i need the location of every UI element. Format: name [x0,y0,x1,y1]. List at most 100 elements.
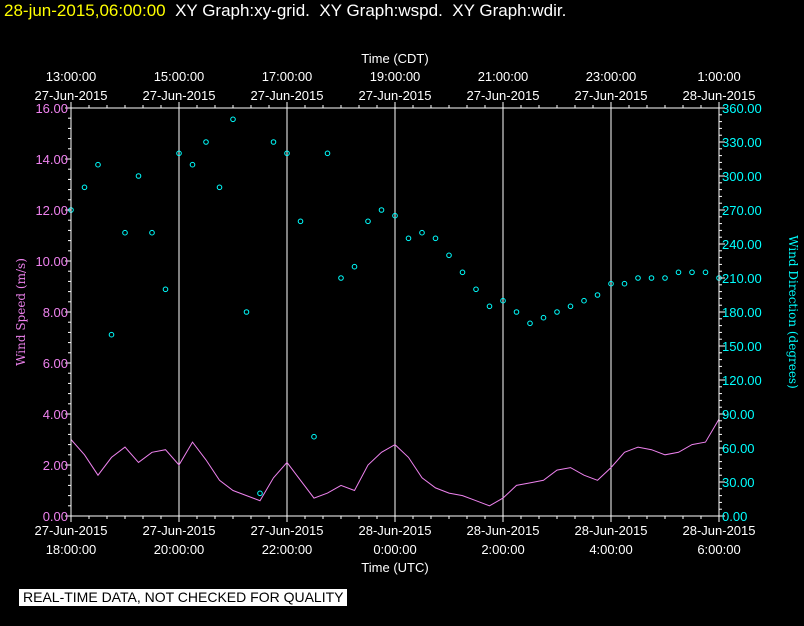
wind-direction-point [216,184,223,191]
right-tick-label: 270.00 [722,203,762,218]
left-tick-label: 2.00 [43,458,68,473]
left-tick-label: 14.00 [35,152,68,167]
wind-direction-point [297,218,304,225]
top-tick-date: 27-Jun-2015 [575,88,648,103]
wind-direction-point [365,218,371,225]
right-tick-label: 30.00 [722,475,755,490]
wind-direction-point [135,173,142,179]
wind-direction-point [189,161,196,168]
top-tick-date: 28-Jun-2015 [683,88,756,103]
bottom-tick-time: 2:00:00 [481,542,524,557]
bottom-tick-time: 20:00:00 [154,542,205,557]
wind-direction-point [581,297,587,304]
left-tick-label: 16.00 [35,101,68,116]
right-tick-label: 330.00 [722,135,762,150]
left-axis-title: Wind Speed (m/s) [14,258,28,366]
wind-direction-point [473,286,479,293]
top-tick-date: 27-Jun-2015 [35,88,108,103]
wind-direction-point [540,314,547,321]
top-tick-time: 15:00:00 [154,69,205,84]
bottom-tick-date: 27-Jun-2015 [35,523,108,538]
wind-direction-point [702,269,709,276]
top-tick-date: 27-Jun-2015 [143,88,216,103]
wind-direction-point [351,263,358,270]
wind-direction-point [203,139,209,145]
wind-direction-point [230,116,236,123]
top-tick-date: 27-Jun-2015 [251,88,324,103]
bottom-tick-date: 28-Jun-2015 [359,523,432,538]
header-datetime: 28-jun-2015,06:00:00 [4,1,166,20]
wind-direction-point [108,331,115,338]
bottom-tick-time: 6:00:00 [697,542,740,557]
left-tick-label: 4.00 [43,407,68,422]
wind-direction-point [149,229,155,236]
left-tick-label: 12.00 [35,203,68,218]
chart-header: 28-jun-2015,06:00:00 XY Graph:xy-grid. X… [4,1,566,21]
top-axis-title: Time (CDT) [361,51,428,66]
wind-direction-point [176,150,182,157]
wind-direction-point [432,235,439,242]
right-tick-label: 300.00 [722,169,762,184]
axis-layer: 13:00:00 27-Jun-2015 27-Jun-2015 18:00:00 15… [14,51,800,575]
bottom-tick-date: 27-Jun-2015 [251,523,324,538]
wind-direction-point [621,280,628,287]
bottom-tick-date: 28-Jun-2015 [683,523,756,538]
wind-direction-point [608,280,614,287]
wind-speed-line [70,418,720,507]
top-tick-date: 27-Jun-2015 [467,88,540,103]
bottom-tick-time: 0:00:00 [373,542,416,557]
wind-direction-point [567,303,574,310]
top-tick-time: 13:00:00 [46,69,97,84]
right-tick-label: 180.00 [722,305,762,320]
left-tick-label: 0.00 [43,509,68,524]
right-tick-label: 150.00 [722,339,762,354]
wind-direction-point [635,275,641,281]
bottom-tick-date: 28-Jun-2015 [467,523,540,538]
top-tick-time: 23:00:00 [586,69,637,84]
wind-direction-point [284,150,290,157]
header-graph-wspd: XY Graph:wspd. [319,1,443,20]
wind-direction-point [324,150,331,157]
wind-direction-point [675,269,682,276]
wind-direction-point [554,309,560,315]
wind-direction-point [270,139,277,145]
right-tick-label: 360.00 [722,101,762,116]
wind-direction-point [689,269,695,276]
wind-direction-point [122,229,128,236]
quality-notice: REAL-TIME DATA, NOT CHECKED FOR QUALITY [19,589,348,606]
top-tick-time: 1:00:00 [697,69,740,84]
left-tick-label: 8.00 [43,305,68,320]
wind-direction-point [459,269,466,276]
header-graph-wdir: XY Graph:wdir. [452,1,567,20]
left-tick-label: 10.00 [35,254,68,269]
wind-direction-point [419,229,425,236]
wind-direction-point [257,490,263,497]
bottom-tick-date: 28-Jun-2015 [575,523,648,538]
right-tick-label: 120.00 [722,373,762,388]
right-tick-label: 60.00 [722,441,755,456]
top-tick-time: 19:00:00 [370,69,421,84]
wind-direction-layer [68,116,722,497]
wind-direction-point [392,212,398,219]
wind-direction-point [405,235,412,242]
wind-direction-point [243,309,250,315]
wind-direction-point [594,292,601,298]
top-tick-date: 27-Jun-2015 [359,88,432,103]
wind-direction-point [378,207,385,213]
wind-direction-point [500,297,506,304]
right-tick-label: 0.00 [722,509,747,524]
right-tick-label: 210.00 [722,271,762,286]
right-axis-title: Wind Direction (degrees) [786,235,800,389]
wind-direction-point [662,275,668,281]
bottom-tick-date: 27-Jun-2015 [143,523,216,538]
wind-speed-layer [70,418,720,507]
bottom-axis-title: Time (UTC) [361,560,428,575]
top-tick-time: 17:00:00 [262,69,313,84]
wind-direction-point [527,320,533,327]
wind-direction-point [95,161,101,168]
wind-direction-point [513,309,520,315]
wind-direction-point [446,252,452,259]
wind-direction-point [648,275,655,281]
top-tick-time: 21:00:00 [478,69,529,84]
